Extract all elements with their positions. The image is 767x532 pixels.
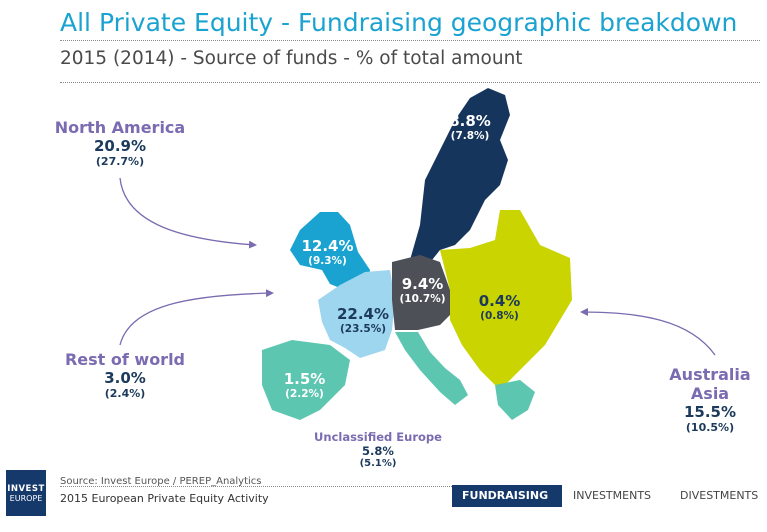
australia-asia-callout: Australia Asia 15.5% (10.5%) [655, 365, 765, 434]
north-america-name: North America [54, 118, 186, 137]
tab-investments[interactable]: INVESTMENTS [563, 485, 673, 507]
cee-label: 0.4% (0.8%) [472, 292, 527, 322]
unclassified-europe-value: 5.8% [362, 444, 394, 458]
north-america-callout: North America 20.9% (27.7%) [50, 118, 190, 168]
tab-fundraising[interactable]: FUNDRAISING [452, 485, 562, 507]
uk-ireland-region [290, 212, 370, 290]
cee-value: 0.4% [478, 292, 521, 310]
dach-label: 9.4% (10.7%) [395, 275, 450, 305]
tab-divestments[interactable]: DIVESTMENTS [670, 485, 767, 507]
dach-prev: (10.7%) [399, 293, 446, 305]
uk-ireland-label: 12.4% (9.3%) [300, 237, 355, 267]
source-note: Source: Invest Europe / PEREP_Analytics [60, 476, 262, 487]
page-title: All Private Equity - Fundraising geograp… [60, 8, 738, 37]
italy-region [395, 332, 468, 405]
logo-line1: INVEST [7, 484, 45, 494]
rest-of-world-name: Rest of world [64, 350, 186, 369]
france-benelux-label: 22.4% (23.5%) [332, 305, 394, 335]
dach-region [392, 255, 455, 330]
southern-europe-label: 1.5% (2.2%) [277, 370, 332, 400]
rest-of-world-arrow [119, 289, 274, 346]
publication-title: 2015 European Private Equity Activity [60, 492, 269, 505]
rest-of-world-value: 3.0% [104, 369, 146, 387]
greece-region [495, 380, 535, 420]
cee-region [440, 210, 572, 390]
southern-europe-prev: (2.2%) [285, 388, 324, 400]
dach-value: 9.4% [401, 275, 444, 293]
unclassified-europe-callout: Unclassified Europe 5.8% (5.1%) [298, 430, 458, 469]
rest-of-world-callout: Rest of world 3.0% (2.4%) [55, 350, 195, 400]
north-america-value: 20.9% [93, 137, 147, 155]
cee-prev: (0.8%) [480, 310, 519, 322]
nordics-value: 8.8% [449, 112, 491, 130]
australia-asia-arrow [580, 308, 716, 356]
unclassified-europe-prev: (5.1%) [359, 458, 397, 469]
southern-europe-value: 1.5% [283, 370, 326, 388]
france-benelux-prev: (23.5%) [339, 323, 387, 335]
north-america-prev: (27.7%) [95, 155, 145, 168]
australia-asia-name-line2: Asia [690, 384, 730, 403]
australia-asia-prev: (10.5%) [685, 421, 735, 434]
unclassified-europe-name: Unclassified Europe [314, 430, 442, 444]
france-benelux-region [318, 270, 395, 358]
subtitle-divider [60, 82, 760, 83]
australia-asia-name-line1: Australia [669, 365, 751, 384]
nordics-label: 8.8% (7.8%) [445, 112, 495, 142]
uk-ireland-prev: (9.3%) [308, 255, 347, 267]
title-divider [60, 40, 760, 41]
australia-asia-value: 15.5% [683, 403, 737, 421]
logo-line2: EUROPE [9, 494, 43, 503]
page-subtitle: 2015 (2014) - Source of funds - % of tot… [60, 48, 523, 69]
uk-ireland-value: 12.4% [301, 237, 354, 255]
iberia-region [262, 340, 350, 420]
nordics-prev: (7.8%) [450, 130, 490, 142]
footer-divider [60, 486, 760, 487]
north-america-arrow [119, 177, 257, 249]
france-benelux-value: 22.4% [336, 305, 390, 323]
rest-of-world-prev: (2.4%) [104, 387, 146, 400]
nordics-region [410, 88, 510, 265]
invest-europe-logo: INVEST EUROPE [6, 470, 46, 516]
